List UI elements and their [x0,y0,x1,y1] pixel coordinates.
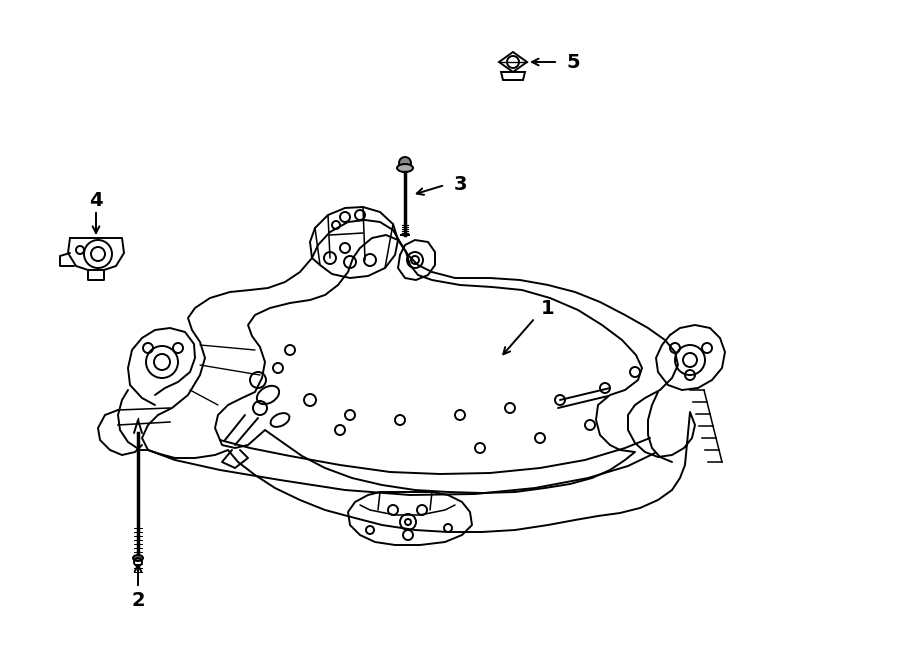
Ellipse shape [133,555,143,561]
Circle shape [399,157,411,169]
Text: 3: 3 [454,175,467,194]
Text: 1: 1 [541,299,554,317]
Text: 4: 4 [89,190,103,210]
Text: 2: 2 [131,590,145,609]
Text: 5: 5 [566,52,580,71]
Ellipse shape [397,164,413,172]
